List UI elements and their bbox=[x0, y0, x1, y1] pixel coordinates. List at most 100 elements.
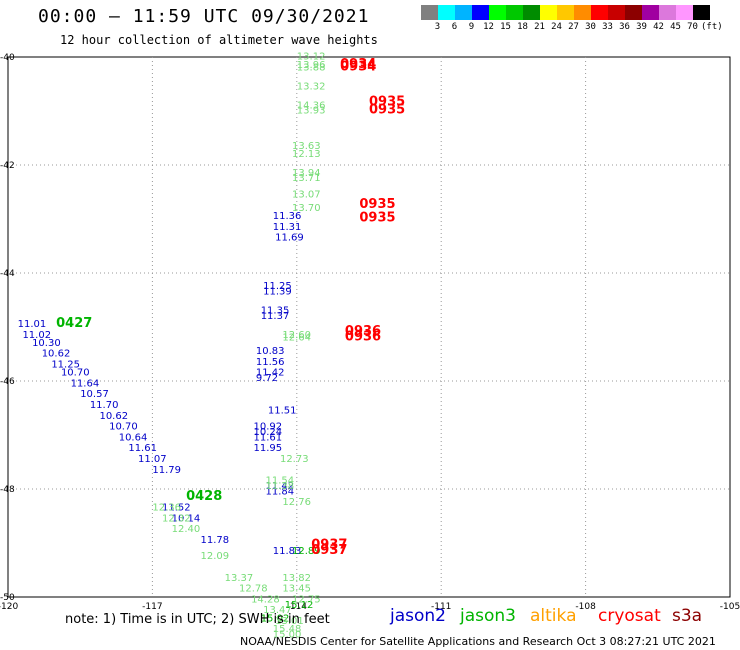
page-title: 00:00 – 11:59 UTC 09/30/2021 bbox=[38, 6, 370, 27]
data-label-altika: 14.36 bbox=[297, 100, 326, 111]
color-scale-label: 6 bbox=[451, 22, 458, 32]
color-swatch bbox=[438, 5, 455, 20]
data-label-altika: 13.63 bbox=[292, 141, 321, 152]
wave-height-map: -120 -117 -114 -111 -108 -105 -40 -42 -44 -46 -48 -… bbox=[0, 52, 740, 641]
data-label-jason3: 0427 bbox=[56, 316, 92, 331]
data-label-altika: 13.88 bbox=[297, 63, 326, 74]
data-label-jason3: 0428 bbox=[186, 489, 222, 504]
data-label-cryosat: 0934 bbox=[340, 57, 376, 72]
data-label-altika: 12.13 bbox=[292, 149, 321, 160]
data-label-cryosat: 0936 bbox=[345, 324, 381, 339]
data-label-cryosat: 0937 bbox=[311, 543, 347, 558]
y-tick-label: -44 bbox=[0, 269, 15, 279]
data-label-altika: 13.37 bbox=[225, 573, 254, 584]
x-tick-label: -111 bbox=[431, 602, 451, 612]
data-label-jason2: 11.61 bbox=[253, 432, 282, 443]
data-label-cryosat: 0935 bbox=[359, 197, 395, 212]
page-subtitle: 12 hour collection of altimeter wave hei… bbox=[60, 33, 378, 47]
color-scale-label: 18 bbox=[517, 22, 528, 32]
x-tick-label: -108 bbox=[575, 602, 596, 612]
data-label-altika: 13.71 bbox=[292, 173, 321, 184]
color-scale-label: (ft) bbox=[701, 22, 723, 32]
data-label-jason2: 10.62 bbox=[99, 411, 128, 422]
data-label-altika: 12.78 bbox=[239, 584, 268, 595]
color-swatch bbox=[574, 5, 591, 20]
plot-area: -120 -117 -114 -111 -108 -105 -40 -42 -44 -46 -48 -… bbox=[0, 52, 740, 641]
data-label-cryosat: 0935 bbox=[369, 103, 405, 118]
color-swatch bbox=[676, 5, 693, 20]
y-tick-label: -48 bbox=[0, 485, 15, 495]
x-tick-label: -105 bbox=[720, 602, 740, 612]
data-label-jason2: 11.64 bbox=[71, 378, 100, 389]
data-label-jason2: 10.24 bbox=[253, 427, 282, 438]
data-label-altika: 12.75 bbox=[292, 594, 321, 605]
color-swatch bbox=[591, 5, 608, 20]
color-swatch bbox=[472, 5, 489, 20]
data-label-altika: 12.09 bbox=[201, 551, 230, 562]
data-label-jason2: 11.70 bbox=[90, 400, 119, 411]
data-label-altika: 13.47 bbox=[263, 605, 292, 616]
data-label-jason2: 11.42 bbox=[256, 368, 285, 379]
data-label-jason2: 10.64 bbox=[119, 432, 148, 443]
data-label-altika: 13.93 bbox=[297, 106, 326, 117]
data-label-jason2: 10.70 bbox=[61, 368, 90, 379]
color-scale-label: 42 bbox=[653, 22, 664, 32]
color-swatch bbox=[421, 5, 438, 20]
color-scale-label: 30 bbox=[585, 22, 596, 32]
data-label-jason2: 11.83 bbox=[273, 546, 302, 557]
footnote: note: 1) Time is in UTC; 2) SWH is in fe… bbox=[65, 612, 330, 627]
data-label-jason2: 11.51 bbox=[268, 405, 297, 416]
legend-item-s3a: s3a bbox=[672, 606, 703, 626]
data-label-cryosat: 0936 bbox=[345, 330, 381, 345]
color-swatch bbox=[557, 5, 574, 20]
color-scale-label: 9 bbox=[468, 22, 475, 32]
color-scale-label: 39 bbox=[636, 22, 647, 32]
data-label-altika: 13.94 bbox=[292, 168, 321, 179]
data-label-jason3: 12.89 bbox=[292, 546, 321, 557]
data-label-altika: 15.48 bbox=[273, 624, 302, 635]
color-scale-label: 24 bbox=[551, 22, 562, 32]
data-label-jason2: 11.07 bbox=[138, 454, 167, 465]
data-label-jason2: 10.70 bbox=[109, 422, 138, 433]
data-label-jason2: 11.42 bbox=[266, 481, 295, 492]
x-tick-label: -117 bbox=[142, 602, 162, 612]
data-label-jason2: 11.84 bbox=[266, 486, 295, 497]
data-label-altika: 12.64 bbox=[282, 333, 311, 344]
data-label-altika: 11.38 bbox=[266, 481, 295, 492]
color-scale-label: 33 bbox=[602, 22, 613, 32]
color-scale-label: 45 bbox=[670, 22, 681, 32]
data-label-cryosat: 0937 bbox=[311, 537, 347, 552]
data-label-altika: 12.40 bbox=[172, 524, 201, 535]
legend-item-jason3: jason3 bbox=[460, 606, 516, 626]
data-label-jason2: 11.37 bbox=[261, 311, 290, 322]
color-swatch bbox=[659, 5, 676, 20]
data-label-altika: 12.32 bbox=[162, 513, 191, 524]
data-label-altika: 13.82 bbox=[282, 573, 311, 584]
data-label-jason2: 10.57 bbox=[80, 389, 109, 400]
color-swatch bbox=[523, 5, 540, 20]
y-tick-label: -46 bbox=[0, 377, 15, 387]
data-label-jason2: 11.95 bbox=[253, 443, 282, 454]
data-label-altika: 12.60 bbox=[282, 330, 311, 341]
color-scale-label: 12 bbox=[483, 22, 494, 32]
data-label-altika: 15.00 bbox=[273, 630, 302, 641]
data-label-altika: 12.73 bbox=[280, 454, 309, 465]
color-swatch bbox=[642, 5, 659, 20]
data-label-altika: 12.76 bbox=[282, 497, 311, 508]
data-label-altika: 13.01 bbox=[275, 616, 304, 627]
data-label-altika: 13.12 bbox=[297, 52, 326, 63]
data-label-jason2: 11.78 bbox=[201, 535, 230, 546]
data-label-jason2: 11.36 bbox=[273, 211, 302, 222]
data-label-jason2: 11.31 bbox=[273, 222, 302, 233]
data-label-jason3: 15.02 bbox=[261, 613, 290, 624]
data-label-cryosat: 0934 bbox=[340, 60, 376, 75]
data-label-jason2: 10.92 bbox=[253, 422, 282, 433]
color-scale-label: 36 bbox=[619, 22, 630, 32]
data-label-jason2: 10.14 bbox=[172, 513, 201, 524]
data-label-altika: 13.70 bbox=[292, 203, 321, 214]
credit-line: NOAA/NESDIS Center for Satellite Applica… bbox=[240, 635, 716, 648]
color-scale-bar bbox=[421, 5, 710, 20]
color-swatch bbox=[608, 5, 625, 20]
x-tick-label: -114 bbox=[287, 602, 308, 612]
data-label-altika: 13.45 bbox=[282, 584, 311, 595]
